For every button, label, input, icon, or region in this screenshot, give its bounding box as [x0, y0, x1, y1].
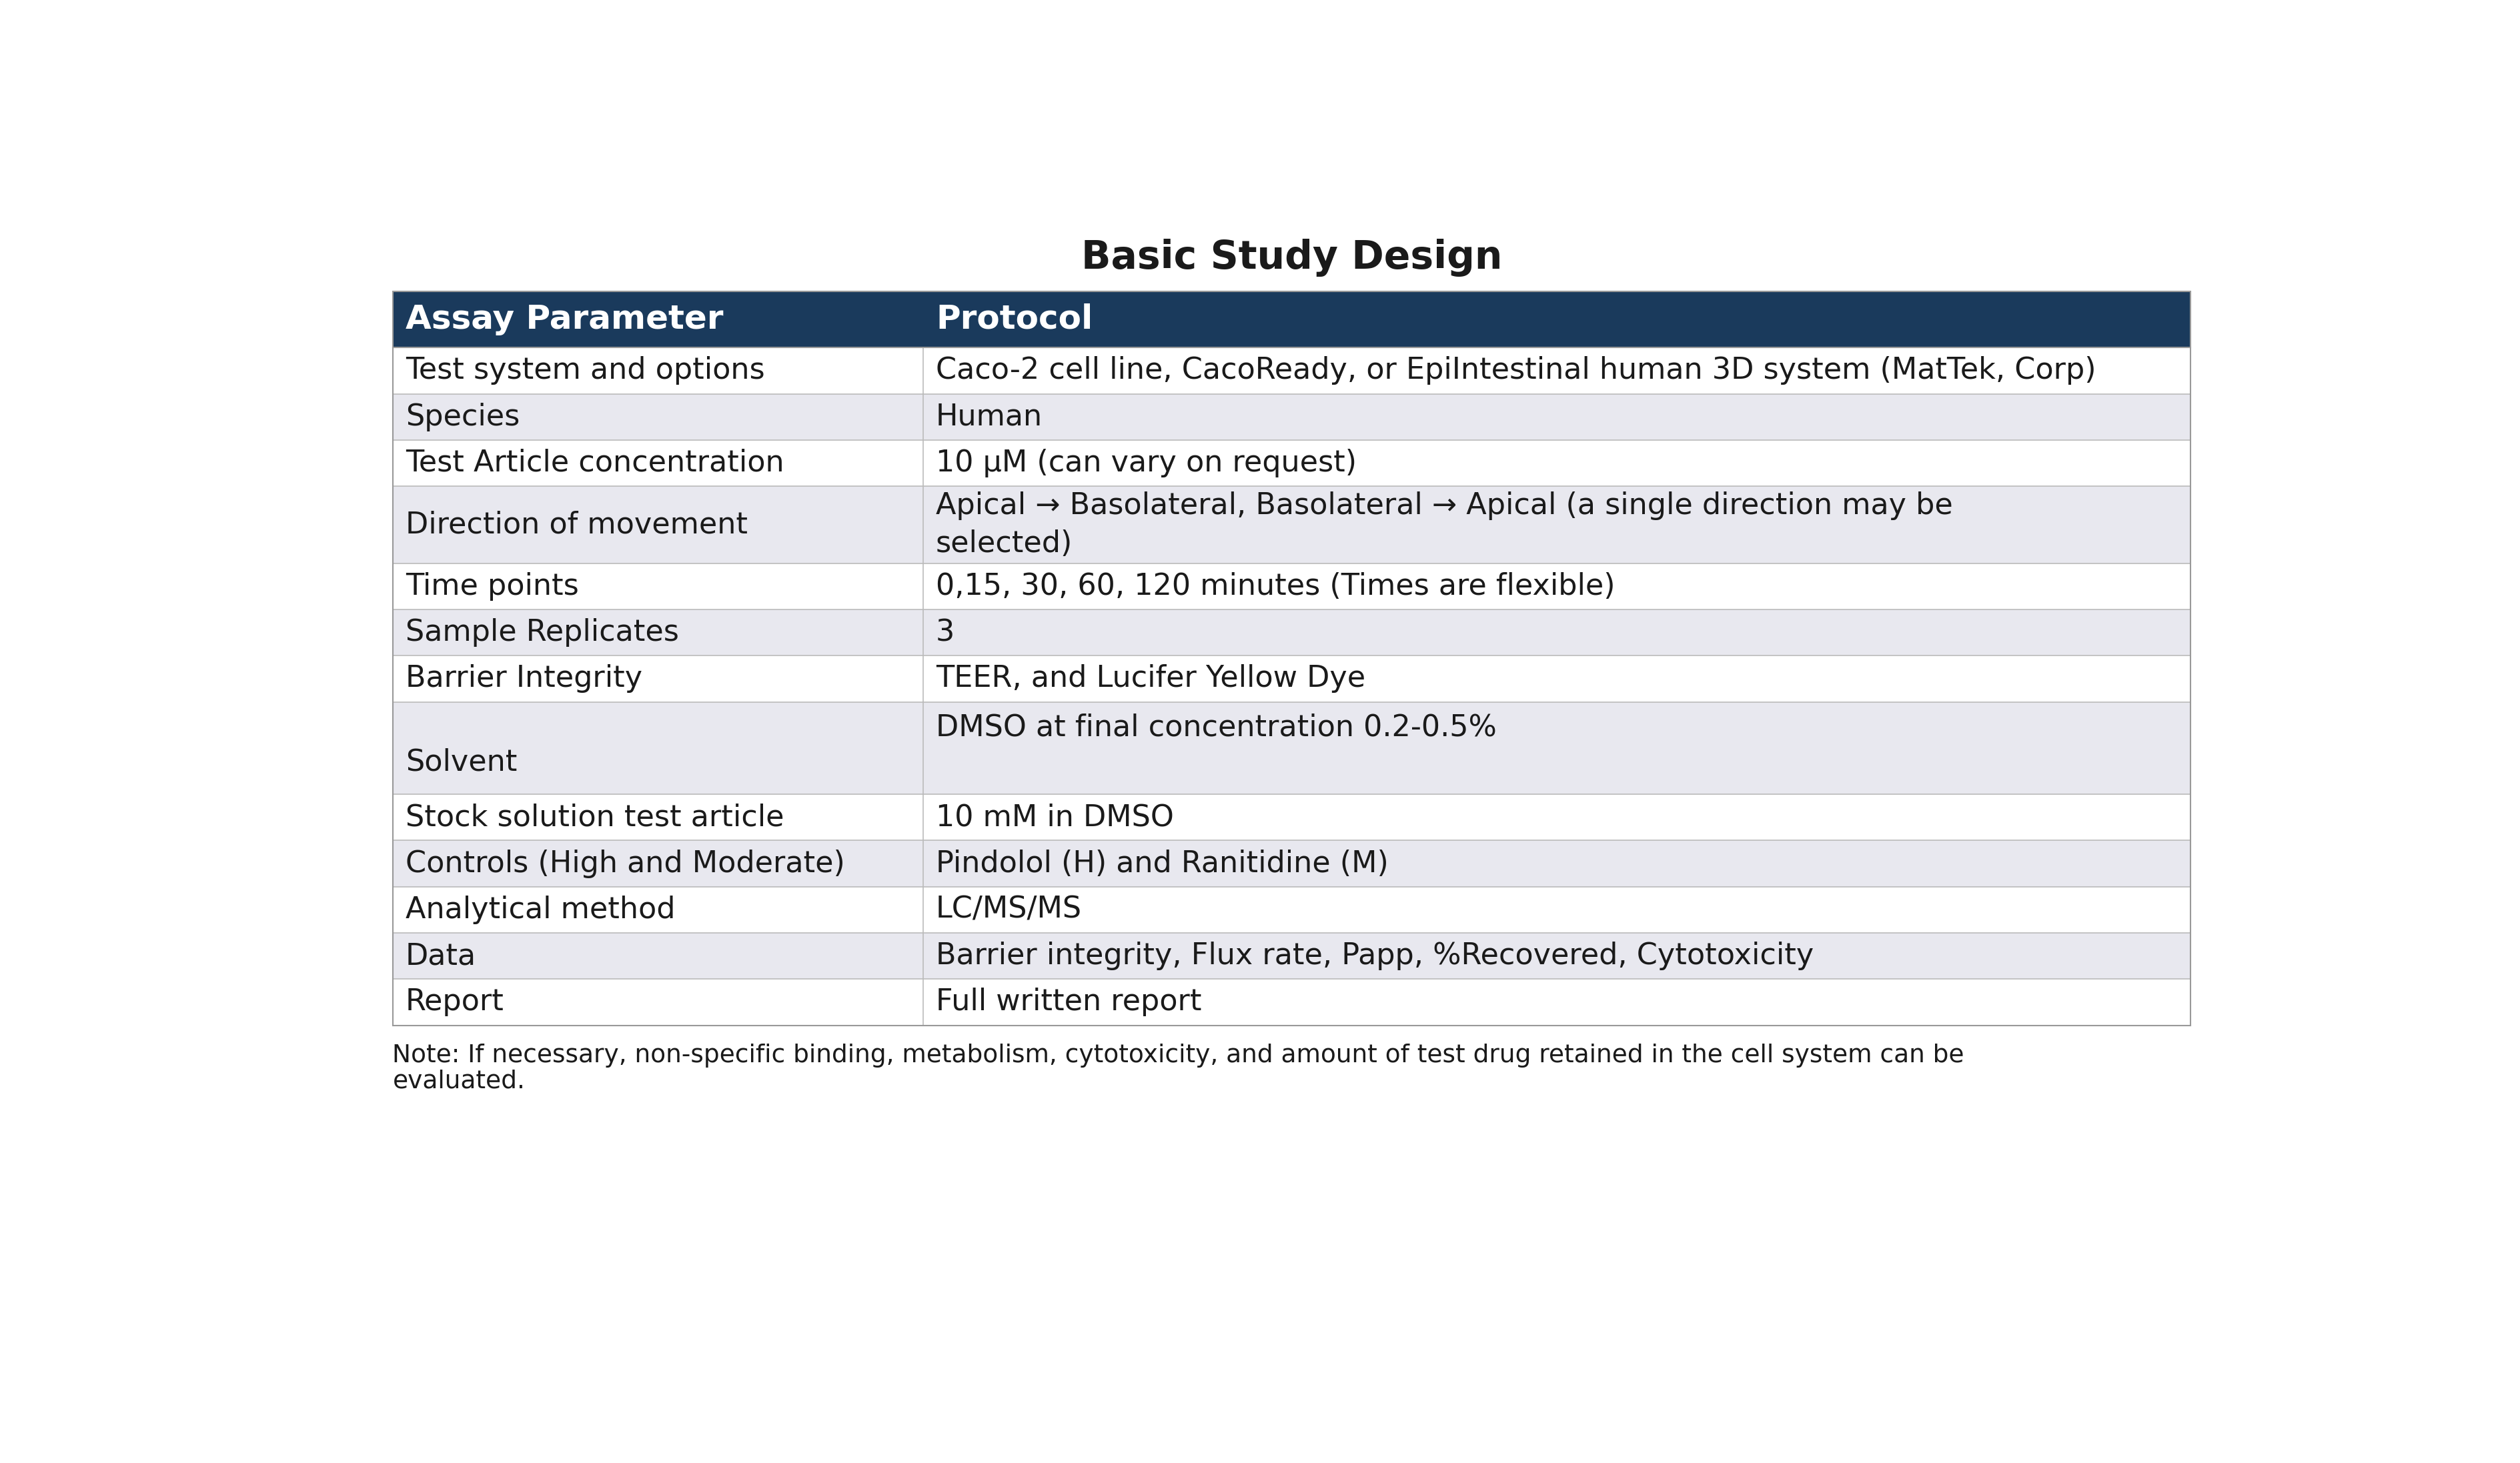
Text: Stock solution test article: Stock solution test article — [406, 803, 784, 831]
Bar — [393, 840, 2190, 887]
Bar — [393, 440, 2190, 486]
Text: DMSO at final concentration 0.2-0.5%: DMSO at final concentration 0.2-0.5% — [935, 714, 1497, 742]
Text: Report: Report — [406, 988, 504, 1017]
Text: Assay Parameter: Assay Parameter — [406, 303, 723, 335]
Text: 10 mM in DMSO: 10 mM in DMSO — [935, 803, 1174, 831]
Text: Species: Species — [406, 402, 519, 432]
Text: Full written report: Full written report — [935, 988, 1202, 1017]
Text: Data: Data — [406, 942, 476, 970]
Bar — [393, 933, 2190, 979]
Text: Time points: Time points — [406, 572, 580, 601]
Bar — [393, 348, 2190, 394]
Bar — [393, 563, 2190, 610]
Bar — [393, 291, 2190, 348]
Text: Barrier integrity, Flux rate, Papp, %Recovered, Cytotoxicity: Barrier integrity, Flux rate, Papp, %Rec… — [935, 942, 1814, 970]
Text: Solvent: Solvent — [406, 748, 517, 777]
Text: Sample Replicates: Sample Replicates — [406, 619, 678, 647]
Bar — [393, 794, 2190, 840]
Text: Analytical method: Analytical method — [406, 895, 675, 925]
Text: Basic Study Design: Basic Study Design — [1081, 238, 1502, 277]
Text: 0,15, 30, 60, 120 minutes (Times are flexible): 0,15, 30, 60, 120 minutes (Times are fle… — [935, 572, 1615, 601]
Text: Direction of movement: Direction of movement — [406, 511, 748, 538]
Bar — [393, 702, 2190, 794]
Text: Apical → Basolateral, Basolateral → Apical (a single direction may be
selected): Apical → Basolateral, Basolateral → Apic… — [935, 492, 1953, 557]
Bar — [393, 655, 2190, 702]
Text: 10 μM (can vary on request): 10 μM (can vary on request) — [935, 449, 1356, 477]
Bar — [393, 887, 2190, 933]
Text: 3: 3 — [935, 619, 955, 647]
Text: Pindolol (H) and Ranitidine (M): Pindolol (H) and Ranitidine (M) — [935, 849, 1389, 878]
Bar — [393, 610, 2190, 655]
Text: Barrier Integrity: Barrier Integrity — [406, 664, 643, 693]
Text: TEER, and Lucifer Yellow Dye: TEER, and Lucifer Yellow Dye — [935, 664, 1366, 693]
Bar — [393, 486, 2190, 563]
Text: Protocol: Protocol — [935, 303, 1094, 335]
Text: Test system and options: Test system and options — [406, 357, 764, 385]
Text: evaluated.: evaluated. — [393, 1069, 524, 1093]
Bar — [393, 394, 2190, 440]
Text: Controls (High and Moderate): Controls (High and Moderate) — [406, 849, 844, 878]
Bar — [393, 979, 2190, 1026]
Text: LC/MS/MS: LC/MS/MS — [935, 895, 1081, 925]
Text: Note: If necessary, non-specific binding, metabolism, cytotoxicity, and amount o: Note: If necessary, non-specific binding… — [393, 1043, 1966, 1068]
Text: Caco-2 cell line, CacoReady, or EpiIntestinal human 3D system (MatTek, Corp): Caco-2 cell line, CacoReady, or EpiIntes… — [935, 357, 2097, 385]
Text: Test Article concentration: Test Article concentration — [406, 449, 784, 477]
Text: Human: Human — [935, 402, 1043, 432]
